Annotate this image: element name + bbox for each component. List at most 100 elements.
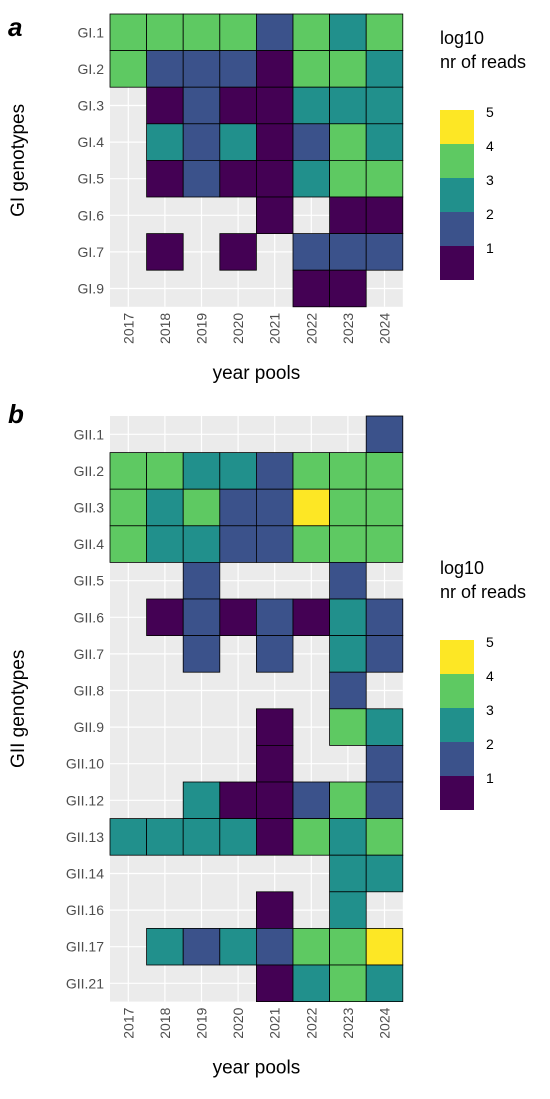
heatmap-cell — [292, 928, 330, 966]
heatmap-cell — [329, 598, 367, 636]
legend-break-label: 2 — [486, 206, 494, 222]
heatmap-cell — [255, 196, 294, 234]
legend-break-label: 5 — [486, 634, 494, 650]
heatmap-cell — [365, 854, 404, 893]
heatmap-cell — [109, 488, 147, 527]
heatmap-cell — [255, 708, 294, 746]
heatmap-cell — [365, 781, 404, 819]
heatmap-cell — [255, 964, 294, 1002]
heatmap-cell — [329, 708, 367, 746]
x-axis-title: year pools — [213, 1058, 301, 1079]
heatmap-cell — [292, 964, 330, 1002]
heatmap-cell — [255, 598, 294, 636]
legend-color-key — [440, 742, 474, 776]
legend-color-key — [440, 212, 474, 246]
x-tick-label: 2018 — [157, 1007, 173, 1038]
heatmap-cell — [255, 891, 294, 929]
heatmap-cell — [329, 123, 367, 161]
legend-title: log10 — [440, 28, 484, 48]
legend-break-label: 1 — [486, 770, 494, 786]
heatmap-cell — [255, 488, 294, 527]
heatmap-cell — [255, 745, 294, 783]
x-tick-label: 2021 — [267, 1007, 283, 1038]
heatmap-cell — [182, 86, 221, 125]
heatmap-cell — [182, 525, 221, 563]
heatmap-cell — [365, 745, 404, 783]
color-legend: log10 nr of reads 1 2 3 4 5 — [440, 558, 526, 810]
heatmap-cell — [292, 818, 330, 856]
heatmap-cell — [182, 781, 221, 819]
heatmap-cell — [329, 781, 367, 819]
panel-a-gi-heatmap: GI.1 GI.2 GI.3 GI.4 GI.5 GI.6 GI.7 GI.9 2017 2018… — [8, 12, 526, 384]
heatmap-cell — [292, 598, 330, 636]
heatmap-cell — [182, 488, 221, 527]
heatmap-cell — [146, 452, 184, 490]
y-tick-label: GI.6 — [78, 207, 105, 223]
x-tick-label: 2023 — [340, 313, 356, 344]
heatmap-cell — [329, 233, 367, 271]
heatmap-cell — [329, 86, 367, 125]
legend-title: nr of reads — [440, 582, 526, 602]
heatmap-cell — [292, 13, 330, 51]
heatmap-cell — [109, 818, 147, 856]
y-tick-label: GI.4 — [78, 134, 105, 150]
heatmap-cell — [182, 123, 221, 161]
heatmap-cell — [329, 818, 367, 856]
legend-title: log10 — [440, 558, 484, 578]
heatmap-cell — [292, 123, 330, 161]
heatmap-cell — [182, 562, 221, 600]
y-tick-label: GII.5 — [74, 573, 105, 589]
x-tick-label: 2022 — [303, 313, 319, 344]
y-tick-label: GII.9 — [74, 719, 105, 735]
color-legend: log10 nr of reads 1 2 3 4 5 — [440, 28, 526, 280]
heatmap-cell — [219, 50, 257, 88]
legend-color-key — [440, 178, 474, 212]
x-axis-title: year pools — [213, 363, 301, 384]
heatmap-cell — [365, 50, 404, 88]
heatmap-cell — [219, 159, 257, 198]
heatmap-cell — [365, 598, 404, 636]
heatmap-cell — [219, 818, 257, 856]
heatmap-cell — [182, 818, 221, 856]
heatmap-cell — [255, 159, 294, 198]
heatmap-cell — [365, 123, 404, 161]
y-tick-label: GI.3 — [78, 98, 105, 114]
heatmap-cell — [365, 415, 404, 453]
heatmap-cell — [292, 781, 330, 819]
heatmap-cell — [365, 708, 404, 746]
y-tick-label: GII.10 — [66, 756, 104, 772]
legend-color-key — [440, 246, 474, 280]
heatmap-cell — [182, 635, 221, 673]
x-tick-label: 2023 — [340, 1007, 356, 1038]
legend-break-label: 3 — [486, 702, 494, 718]
x-tick-label: 2019 — [194, 1007, 210, 1038]
heatmap-cell — [292, 452, 330, 490]
heatmap-cell — [292, 269, 330, 308]
y-tick-label: GII.12 — [66, 792, 104, 808]
heatmap-cell — [329, 269, 367, 308]
heatmap-cell — [146, 233, 184, 271]
heatmap-cell — [146, 525, 184, 563]
heatmap-cell — [182, 928, 221, 966]
legend-color-key — [440, 708, 474, 742]
heatmap-cell — [365, 818, 404, 856]
y-tick-label: GII.3 — [74, 500, 105, 516]
heatmap-cell — [219, 233, 257, 271]
heatmap-cell — [365, 928, 404, 966]
y-tick-label: GI.5 — [78, 171, 105, 187]
heatmap-cell — [219, 928, 257, 966]
heatmap-cell — [146, 13, 184, 51]
heatmap-cell — [146, 818, 184, 856]
heatmap-cell — [109, 50, 147, 88]
heatmap-cell — [365, 196, 404, 234]
heatmap-cell — [146, 159, 184, 198]
heatmap-cell — [255, 123, 294, 161]
y-axis-title: GI genotypes — [8, 104, 29, 217]
legend-break-label: 1 — [486, 240, 494, 256]
y-tick-label: GII.2 — [74, 463, 105, 479]
y-tick-label: GI.2 — [78, 61, 105, 77]
legend-break-label: 3 — [486, 172, 494, 188]
heatmap-cell — [219, 123, 257, 161]
heatmap-cell — [329, 159, 367, 198]
heatmap-cell — [292, 159, 330, 198]
